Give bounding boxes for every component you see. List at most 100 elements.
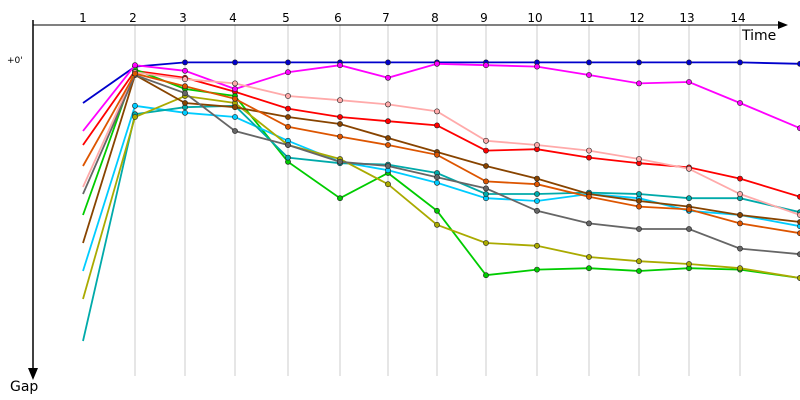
- series-7-point-7: [385, 181, 391, 188]
- series-4-point-14: [737, 100, 743, 106]
- series-1-point-13: [686, 59, 692, 66]
- series-6-point-13: [686, 195, 692, 202]
- series-4-point-5: [285, 69, 291, 76]
- series-2-point-7: [385, 118, 391, 125]
- series-10-point-8: [434, 174, 440, 181]
- series-1-point-15: [797, 60, 800, 67]
- series-7-point-10: [534, 242, 540, 249]
- series-6-point-5: [285, 154, 291, 161]
- series-8-point-4: [232, 80, 238, 87]
- series-6-point-9: [483, 191, 489, 197]
- series-8-point-15: [797, 212, 800, 218]
- series-11-point-2: [132, 70, 138, 77]
- series-10: [82, 72, 800, 258]
- lap-label-14: 14: [730, 11, 745, 25]
- series-4-point-7: [385, 74, 391, 81]
- series-line-8: [82, 71, 800, 216]
- series-4-point-10: [534, 63, 540, 70]
- series-4-point-11: [586, 72, 592, 78]
- series-4-point-12: [636, 80, 642, 87]
- series-6-point-12: [636, 191, 642, 197]
- series-1-point-14: [737, 59, 743, 66]
- series-8-point-6: [337, 97, 343, 104]
- zero-gap-label: +0': [7, 56, 23, 66]
- series-4-point-2: [132, 62, 138, 69]
- lap-label-6: 6: [334, 11, 342, 25]
- series-3-point-11: [586, 265, 592, 272]
- series-1-point-5: [285, 59, 291, 66]
- series-line-5: [82, 104, 800, 272]
- series-11-point-6: [337, 133, 343, 140]
- series-5-point-3: [182, 109, 188, 116]
- series-7-point-15: [797, 275, 800, 281]
- series-1-point-12: [636, 59, 642, 66]
- lap-label-8: 8: [431, 11, 439, 25]
- series-10-point-7: [385, 163, 391, 169]
- lap-label-7: 7: [382, 11, 390, 25]
- lap-label-3: 3: [179, 11, 187, 25]
- series-8-point-14: [737, 191, 743, 197]
- series-3-point-12: [636, 268, 642, 274]
- series-4-point-9: [483, 62, 489, 69]
- series-8-point-12: [636, 156, 642, 162]
- series-4: [82, 60, 800, 132]
- series-3-point-9: [483, 272, 489, 279]
- series-1-point-3: [182, 59, 188, 66]
- lap-label-9: 9: [480, 11, 488, 25]
- series-8: [82, 69, 800, 218]
- series-10-point-13: [686, 226, 692, 232]
- series-2-point-15: [797, 193, 800, 200]
- series-7-point-2: [132, 114, 138, 120]
- series-1-point-7: [385, 59, 391, 66]
- series-7-point-9: [483, 240, 489, 246]
- series-8-point-10: [534, 142, 540, 148]
- series-10-point-14: [737, 245, 743, 252]
- series-11-point-11: [586, 193, 592, 200]
- series-10-point-12: [636, 226, 642, 232]
- lap-label-12: 12: [629, 11, 644, 25]
- series-9-point-15: [797, 219, 800, 225]
- lap-label-5: 5: [282, 11, 290, 25]
- series-2-point-6: [337, 114, 343, 120]
- series-10-point-11: [586, 220, 592, 227]
- series-8-point-8: [434, 108, 440, 115]
- series-lines: [82, 59, 800, 342]
- series-9-point-4: [232, 104, 238, 111]
- series-5-point-4: [232, 114, 238, 120]
- series-11-point-9: [483, 178, 489, 185]
- series-8-point-11: [586, 147, 592, 154]
- series-10-point-10: [534, 207, 540, 214]
- series-9-point-3: [182, 100, 188, 106]
- series-10-point-3: [182, 90, 188, 97]
- series-2-point-11: [586, 154, 592, 161]
- series-8-point-7: [385, 101, 391, 108]
- series-9-point-10: [534, 175, 540, 182]
- series-1-point-4: [232, 59, 238, 66]
- series-6-point-10: [534, 191, 540, 197]
- series-5-point-15: [797, 223, 800, 230]
- series-11-point-15: [797, 230, 800, 237]
- series-4-point-4: [232, 86, 238, 92]
- y-axis-title: Gap: [10, 379, 38, 395]
- lap-label-11: 11: [579, 11, 594, 25]
- series-line-6: [82, 104, 800, 342]
- series-7-point-12: [636, 258, 642, 265]
- series-2-point-14: [737, 175, 743, 182]
- series-4-point-3: [182, 67, 188, 74]
- series-8-point-3: [182, 76, 188, 83]
- series-11-point-12: [636, 203, 642, 210]
- x-axis-arrow: [778, 21, 788, 29]
- series-3-point-10: [534, 266, 540, 273]
- series-11-point-14: [737, 220, 743, 227]
- series-9-point-9: [483, 163, 489, 169]
- series-8-point-5: [285, 93, 291, 99]
- series-5-point-2: [132, 102, 138, 109]
- series-11-point-5: [285, 123, 291, 130]
- series-4-point-15: [797, 125, 800, 132]
- series-8-point-13: [686, 165, 692, 172]
- series-10-point-4: [232, 128, 238, 134]
- series-11-point-10: [534, 181, 540, 188]
- lap-label-2: 2: [129, 11, 137, 25]
- series-11: [82, 70, 800, 237]
